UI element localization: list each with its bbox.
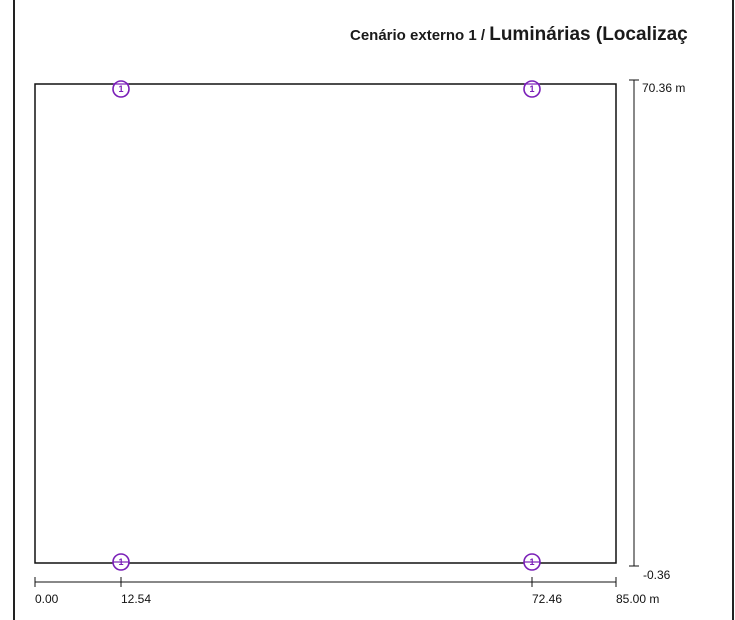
luminaire-label: 1 — [529, 84, 534, 94]
luminaire-label: 1 — [118, 557, 123, 567]
page-title: Cenário externo 1 / Luminárias (Localiza… — [350, 24, 688, 46]
x-label-start: 0.00 — [35, 592, 59, 606]
x-label-pole-1: 12.54 — [121, 592, 151, 606]
luminaire-label: 1 — [118, 84, 123, 94]
title-main: Luminárias (Localizaç — [489, 24, 688, 45]
luminaire-marker[interactable]: 1 — [523, 80, 541, 98]
y-label-top: 70.36 m — [642, 81, 685, 95]
title-prefix: Cenário externo 1 / — [350, 27, 490, 44]
y-label-bottom: -0.36 — [643, 568, 671, 582]
x-label-end: 85.00 m — [616, 592, 659, 606]
luminaire-group: 1 1 1 1 — [112, 80, 541, 571]
luminaire-label: 1 — [529, 557, 534, 567]
x-dimension: 0.00 12.54 72.46 85.00 m — [34, 577, 659, 606]
scenario-boundary — [34, 83, 617, 564]
luminaire-marker[interactable]: 1 — [112, 80, 130, 98]
x-label-pole-2: 72.46 — [532, 592, 562, 606]
drawing-frame — [13, 0, 734, 620]
luminaire-symbol-icon — [523, 80, 541, 98]
y-dimension: 70.36 m -0.36 — [629, 79, 685, 582]
luminaire-marker[interactable]: 1 — [112, 553, 130, 571]
luminaire-symbol-icon — [112, 80, 130, 98]
luminaire-marker[interactable]: 1 — [523, 553, 541, 571]
